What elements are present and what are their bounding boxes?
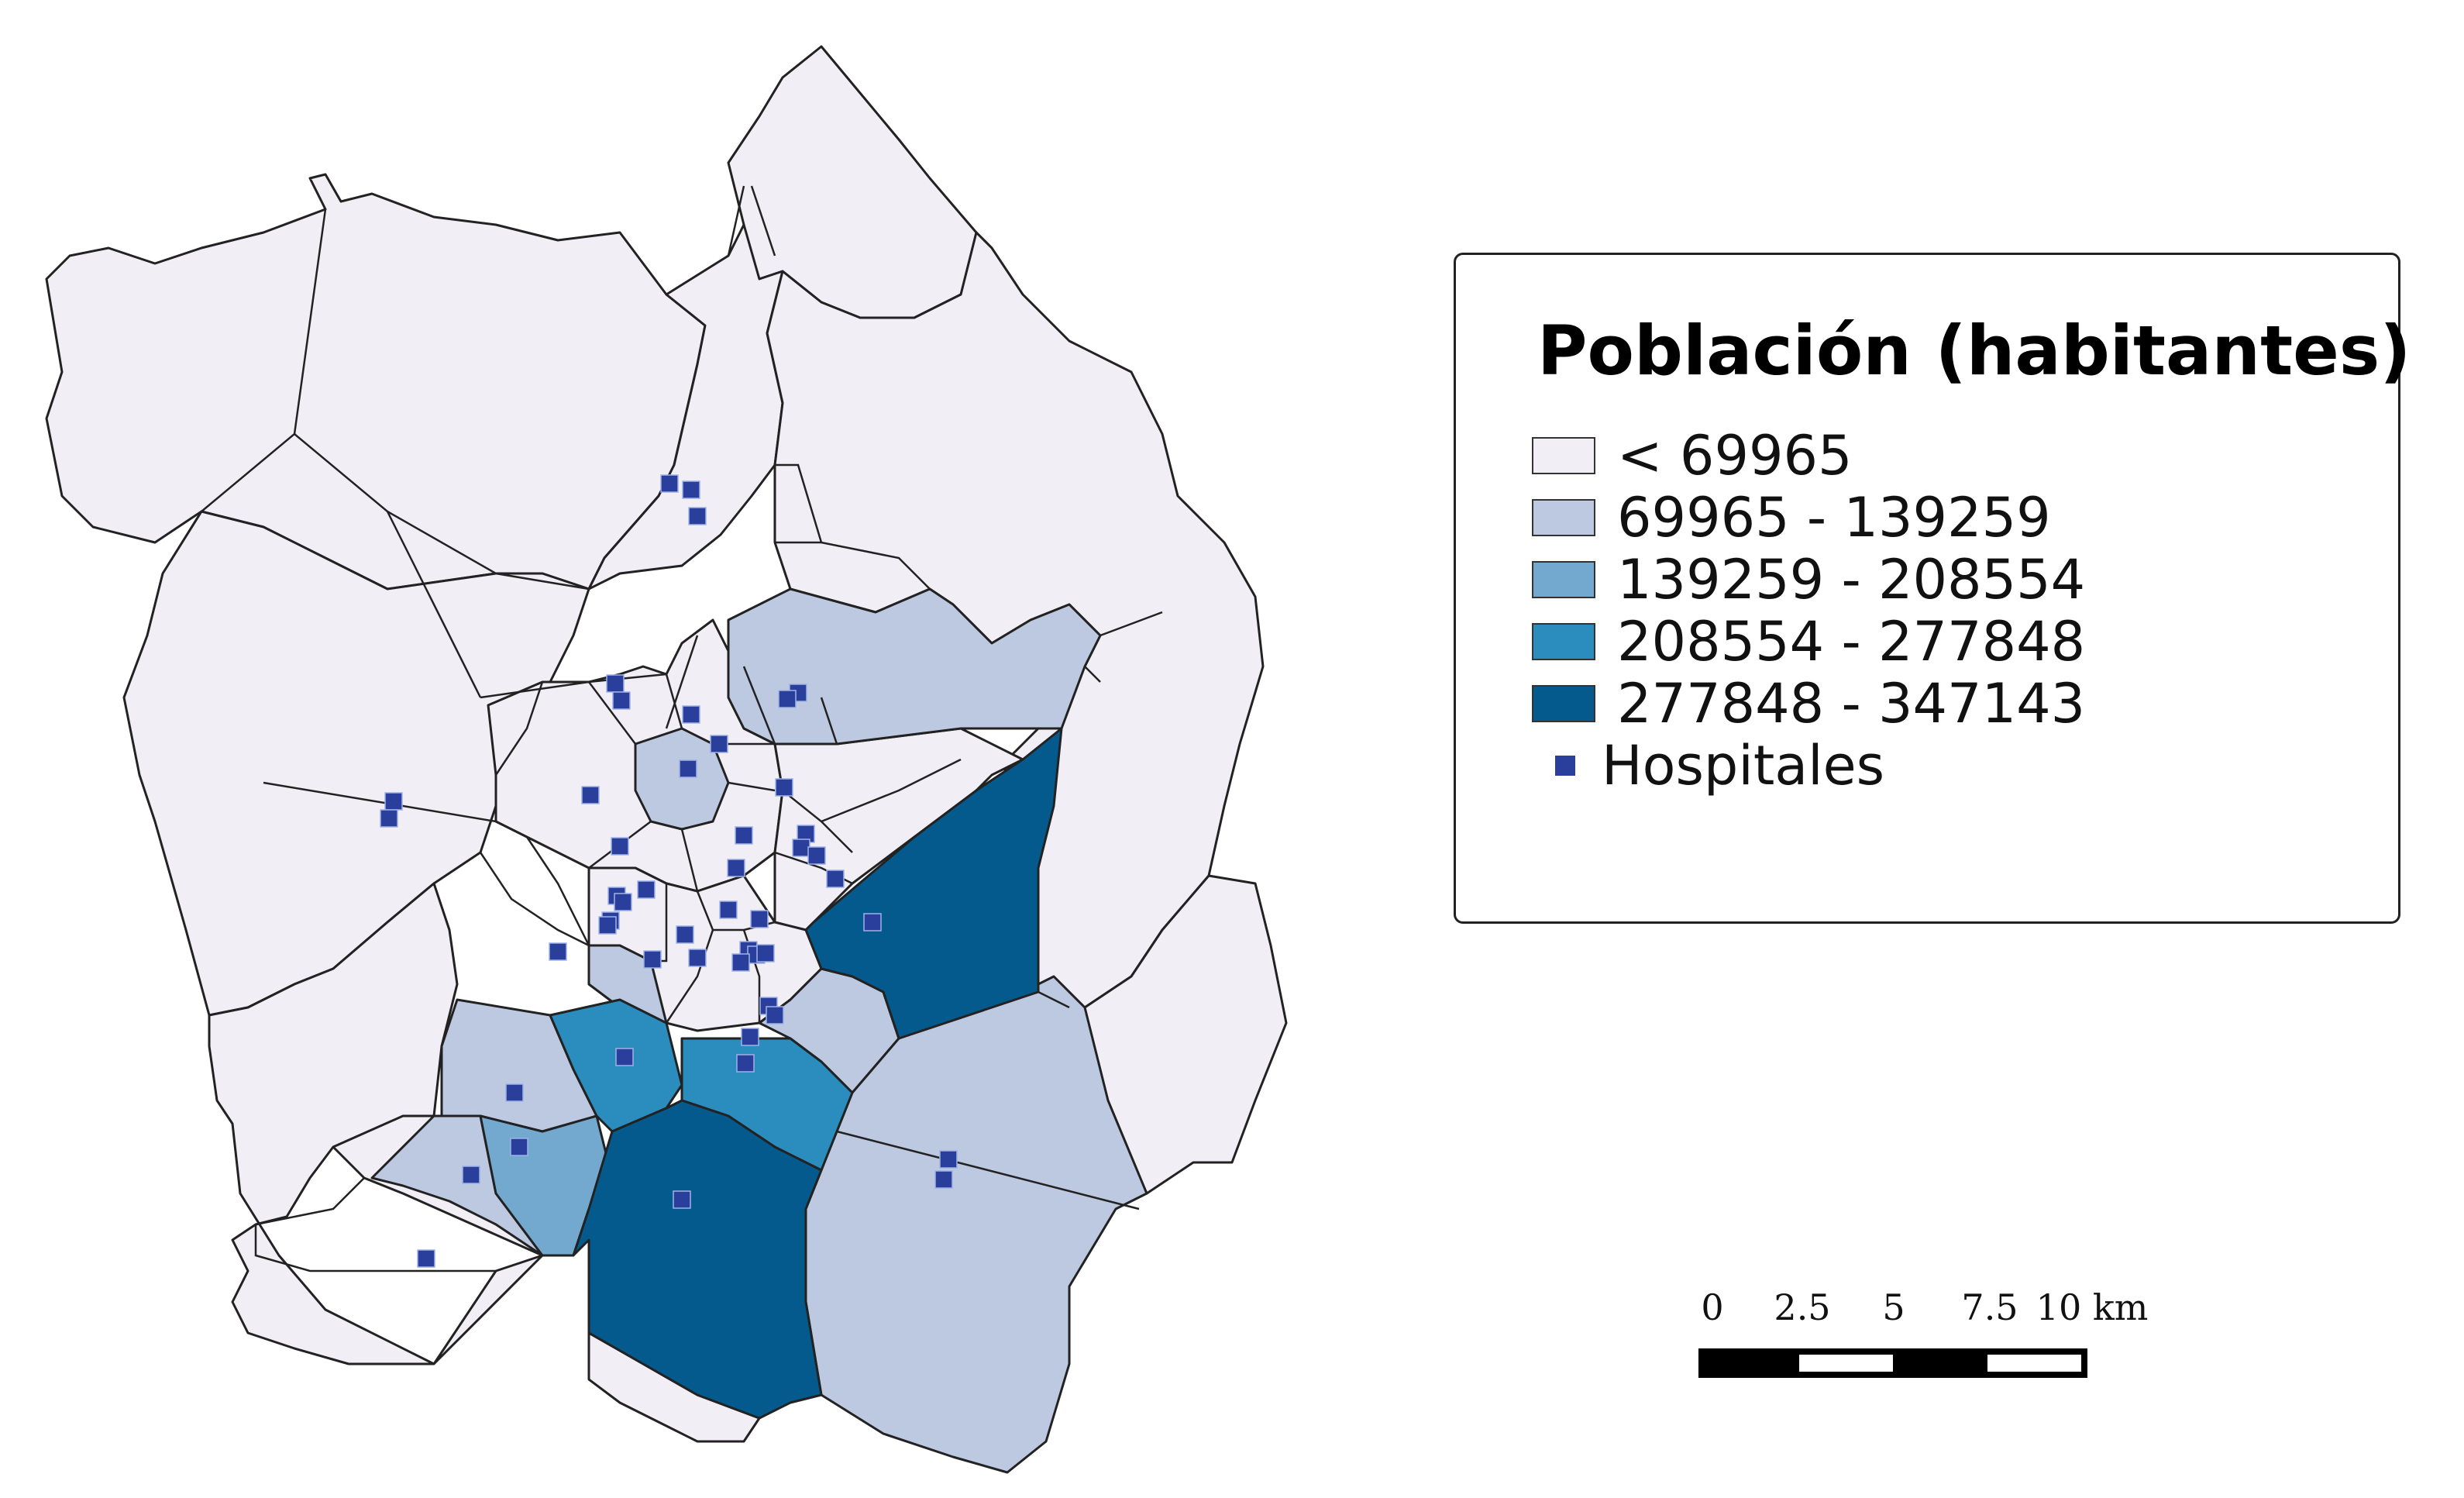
hospital-marker xyxy=(676,925,694,944)
scale-tick-label: 5 xyxy=(1882,1286,1905,1328)
legend-label: 139259 - 208554 xyxy=(1617,548,2086,611)
map-legend: Población (habitantes) < 69965 69965 - 1… xyxy=(1454,253,2411,924)
legend-item-class-2: 69965 - 139259 xyxy=(1532,486,2051,549)
hospital-marker xyxy=(766,1006,784,1024)
hospital-marker xyxy=(462,1166,480,1184)
hospital-marker xyxy=(614,893,632,911)
hospital-marker xyxy=(688,507,707,525)
legend-label: 277848 - 347143 xyxy=(1617,672,2086,735)
scale-segment xyxy=(1893,1355,1987,1372)
legend-label-hospitals: Hospitales xyxy=(1602,734,1885,797)
hospital-marker xyxy=(735,826,753,845)
hospital-marker xyxy=(384,792,403,811)
hospital-marker xyxy=(660,474,679,493)
legend-item-class-3: 139259 - 208554 xyxy=(1532,548,2085,611)
hospital-marker xyxy=(581,786,600,804)
hospital-marker xyxy=(863,913,882,932)
legend-item-class-5: 277848 - 347143 xyxy=(1532,672,2085,735)
scale-segment xyxy=(1705,1355,1799,1372)
hospital-marker xyxy=(612,691,631,710)
region-north-west xyxy=(45,173,707,591)
scale-tick-label: 0 xyxy=(1701,1286,1724,1328)
scale-tick-label: 7.5 xyxy=(1961,1286,2018,1328)
hospital-marker xyxy=(679,759,697,778)
hospital-marker xyxy=(682,705,700,724)
hospital-marker xyxy=(510,1138,528,1156)
region-east-dark xyxy=(804,727,1063,1040)
hospital-marker xyxy=(727,859,745,877)
legend-swatch xyxy=(1532,623,1595,660)
hospital-marker xyxy=(505,1083,524,1102)
hospital-marker xyxy=(934,1170,953,1189)
hospital-marker xyxy=(775,778,793,797)
legend-label: 208554 - 277848 xyxy=(1617,610,2086,673)
legend-item-hospitals: Hospitales xyxy=(1532,734,1884,797)
legend-label: 69965 - 139259 xyxy=(1617,486,2051,549)
scale-segment xyxy=(1987,1355,2081,1372)
hospital-marker xyxy=(598,916,617,935)
hospital-marker xyxy=(417,1249,435,1268)
legend-swatch xyxy=(1532,499,1595,536)
scale-bar-graphic xyxy=(1698,1348,2087,1378)
hospital-marker xyxy=(750,910,769,928)
hospital-marker xyxy=(756,944,775,963)
scale-tick-label: 2.5 xyxy=(1774,1286,1831,1328)
hospital-marker xyxy=(778,690,797,708)
legend-item-class-4: 208554 - 277848 xyxy=(1532,610,2085,673)
hospital-marker xyxy=(673,1190,691,1209)
scale-bar: 0 2.5 5 7.5 10 km xyxy=(1692,1286,2148,1395)
legend-swatch xyxy=(1532,685,1595,722)
legend-swatch xyxy=(1532,437,1595,474)
region-north-corridor xyxy=(587,223,784,591)
hospital-marker xyxy=(549,942,567,961)
hospital-marker xyxy=(939,1150,958,1169)
hospital-marker xyxy=(606,674,625,693)
scale-segment xyxy=(1798,1355,1893,1372)
hospital-marker xyxy=(731,953,750,972)
hospital-markers xyxy=(380,474,958,1268)
hospital-marker xyxy=(719,901,738,919)
region-center-small xyxy=(634,727,730,831)
hospital-marker xyxy=(637,880,656,899)
hospital-marker xyxy=(741,1028,759,1046)
hospital-marker xyxy=(710,735,728,753)
hospital-marker xyxy=(682,480,700,499)
hospital-marker xyxy=(792,839,810,857)
hospital-marker xyxy=(736,1054,755,1073)
hospital-marker xyxy=(807,846,826,865)
region-south-dark xyxy=(572,1099,823,1420)
region-south-west xyxy=(208,882,544,1365)
legend-item-class-1: < 69965 xyxy=(1532,424,1853,487)
legend-title: Población (habitantes) xyxy=(1537,311,2411,391)
hospital-marker xyxy=(688,949,707,967)
hospital-marker xyxy=(643,950,662,969)
hospital-marker xyxy=(380,809,398,828)
legend-label: < 69965 xyxy=(1617,424,1853,487)
scale-tick-label: 10 km xyxy=(2036,1286,2149,1328)
hospital-marker xyxy=(611,837,629,856)
legend-swatch xyxy=(1532,561,1595,598)
region-east xyxy=(766,231,1265,1009)
hospital-marker-icon xyxy=(1555,756,1575,776)
hospital-marker xyxy=(615,1048,634,1066)
hospital-marker xyxy=(826,870,845,888)
